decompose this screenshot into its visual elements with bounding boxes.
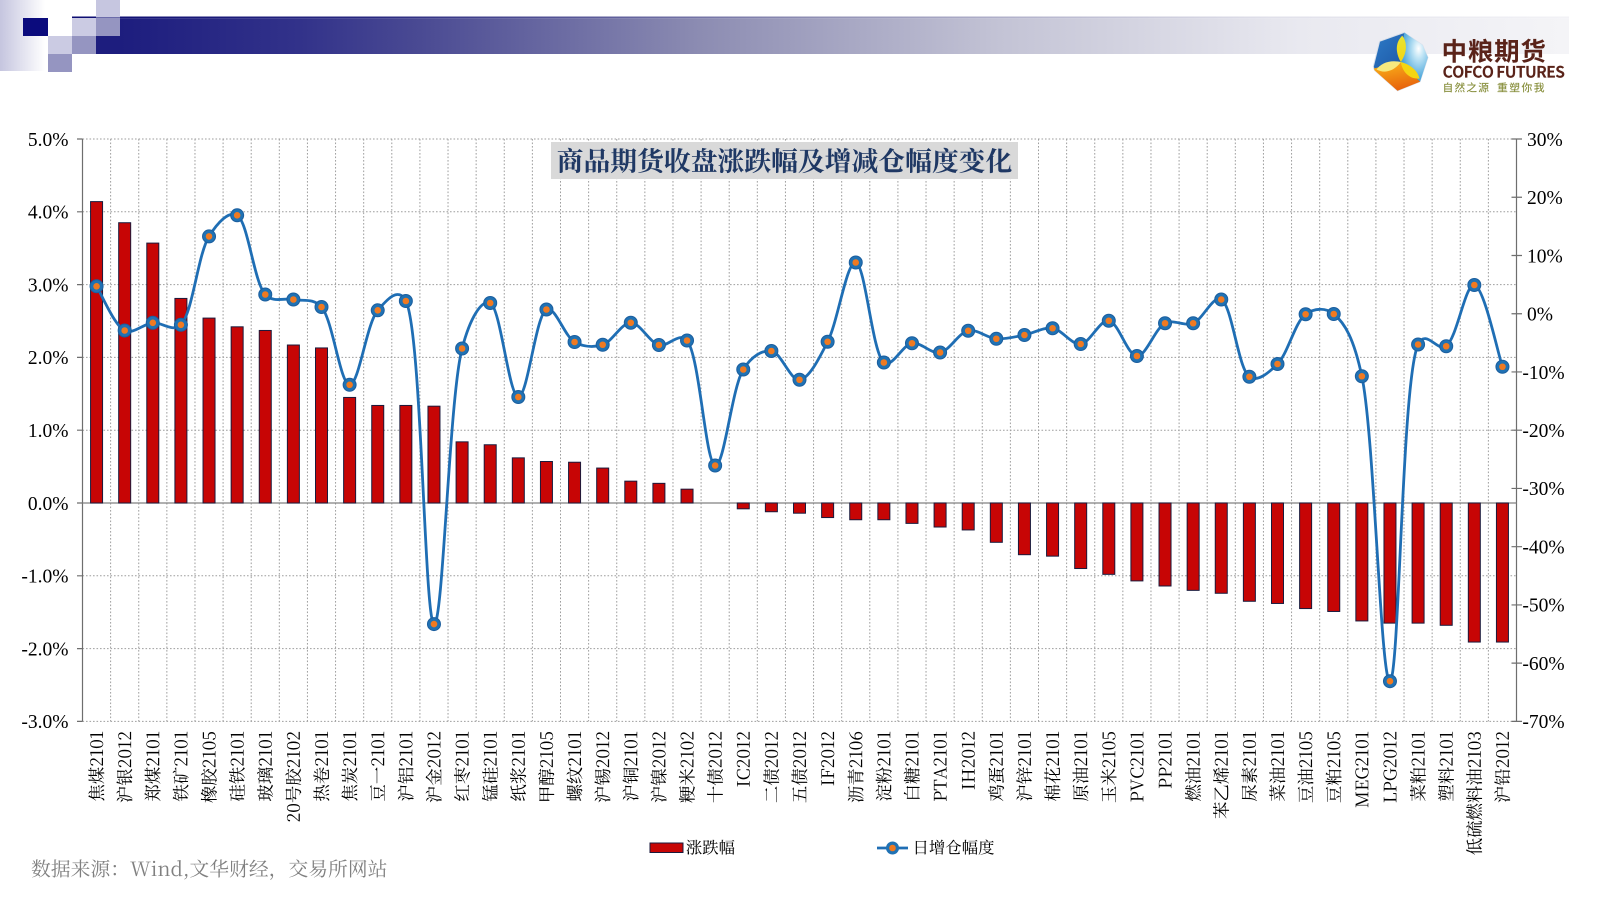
svg-text:2.0%: 2.0%: [28, 348, 69, 369]
svg-text:20%: 20%: [1527, 188, 1563, 209]
svg-text:-20%: -20%: [1522, 421, 1564, 442]
svg-text:5.0%: 5.0%: [28, 130, 69, 151]
svg-text:1.0%: 1.0%: [28, 421, 69, 442]
svg-text:4.0%: 4.0%: [28, 203, 69, 224]
svg-text:-40%: -40%: [1522, 537, 1564, 558]
svg-text:-70%: -70%: [1522, 712, 1564, 733]
svg-text:-60%: -60%: [1522, 654, 1564, 675]
svg-text:-50%: -50%: [1522, 596, 1564, 617]
svg-text:-3.0%: -3.0%: [21, 712, 68, 733]
svg-text:-30%: -30%: [1522, 479, 1564, 500]
svg-text:-10%: -10%: [1522, 363, 1564, 384]
svg-text:-1.0%: -1.0%: [21, 567, 68, 588]
svg-text:30%: 30%: [1527, 130, 1563, 151]
svg-text:3.0%: 3.0%: [28, 275, 69, 296]
svg-text:-2.0%: -2.0%: [21, 639, 68, 660]
svg-text:0%: 0%: [1527, 305, 1553, 326]
svg-text:0.0%: 0.0%: [28, 494, 69, 515]
svg-text:10%: 10%: [1527, 246, 1563, 267]
